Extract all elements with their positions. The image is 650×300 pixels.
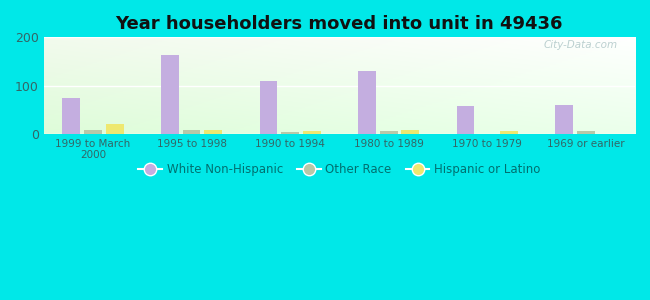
Title: Year householders moved into unit in 49436: Year householders moved into unit in 494… <box>116 15 563 33</box>
Bar <box>500 131 518 134</box>
Bar <box>183 130 200 134</box>
Bar <box>62 98 80 134</box>
Bar <box>457 106 474 134</box>
Bar <box>358 71 376 134</box>
Bar <box>380 131 398 134</box>
Bar <box>402 130 419 134</box>
Bar <box>161 55 179 134</box>
Bar <box>555 105 573 134</box>
Legend: White Non-Hispanic, Other Race, Hispanic or Latino: White Non-Hispanic, Other Race, Hispanic… <box>133 159 545 181</box>
Bar <box>204 130 222 134</box>
Bar <box>577 131 595 134</box>
Bar <box>303 131 320 134</box>
Text: City-Data.com: City-Data.com <box>543 40 618 50</box>
Bar <box>84 130 102 134</box>
Bar <box>281 132 299 134</box>
Bar <box>259 81 278 134</box>
Bar <box>106 124 124 134</box>
